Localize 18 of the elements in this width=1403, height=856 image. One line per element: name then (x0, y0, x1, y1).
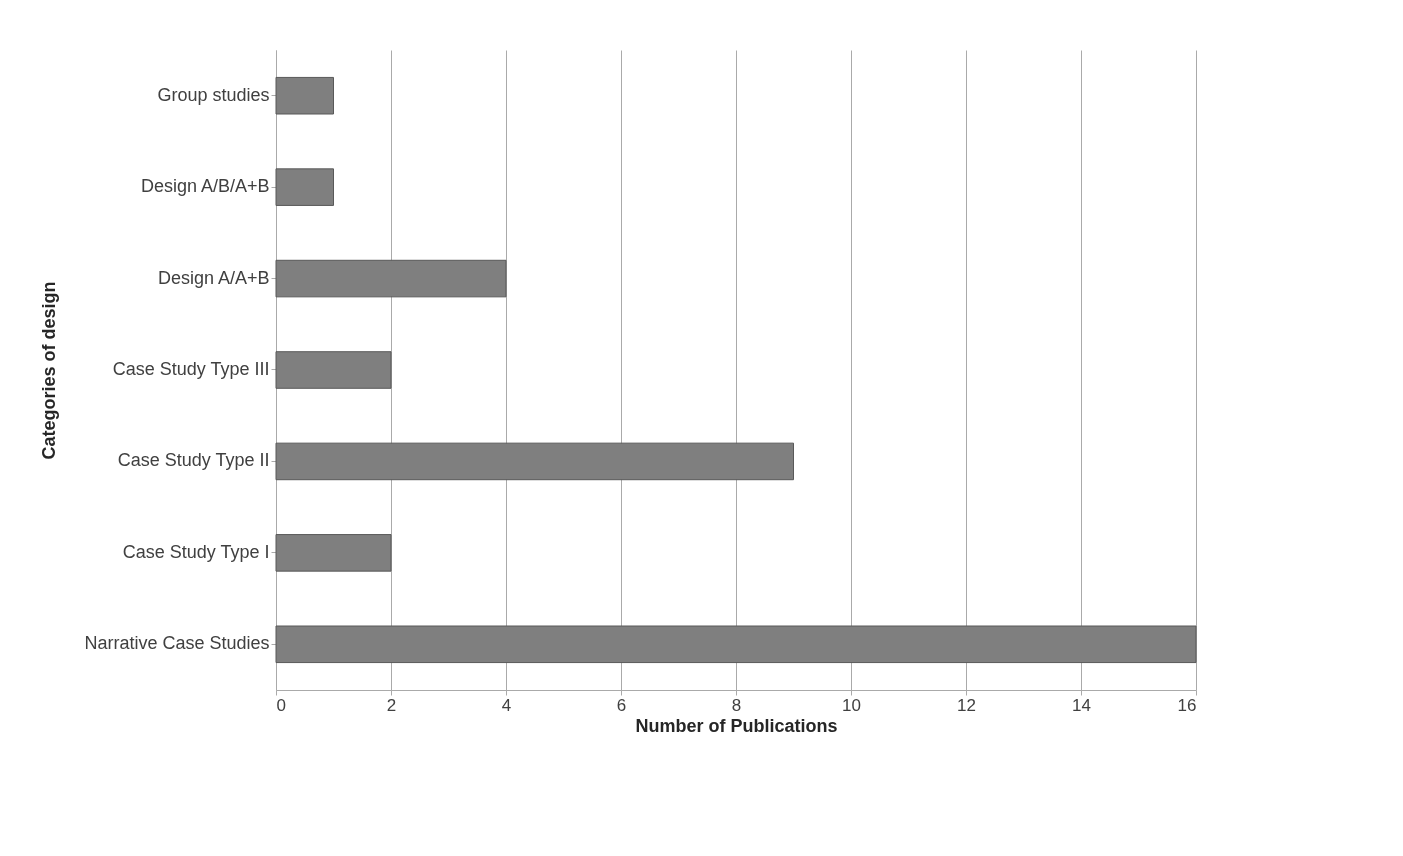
y-tick-label: Design A/A+B (157, 267, 270, 288)
x-tick-label: 2 (386, 695, 397, 715)
x-tick-label: 10 (842, 695, 861, 715)
x-tick-label: 6 (616, 695, 627, 715)
y-tick-label: Case Study Type II (117, 450, 270, 471)
x-tick-label: 16 (1177, 695, 1197, 715)
x-axis-title: Number of Publications (635, 715, 838, 736)
y-tick-label: Narrative Case Studies (84, 633, 270, 654)
y-tick-label: Case Study Type I (122, 541, 270, 562)
y-axis-title: Categories of design (39, 281, 60, 460)
x-tick-label: 12 (957, 695, 976, 715)
x-tick-label: 4 (501, 695, 512, 715)
x-tick-label: 14 (1072, 695, 1091, 715)
x-tick-label: 8 (731, 695, 742, 715)
x-tick-label: 0 (276, 695, 286, 715)
y-tick-label: Design A/B/A+B (140, 176, 270, 197)
y-tick-label: Case Study Type III (112, 359, 270, 379)
y-tick-label: Group studies (157, 84, 270, 105)
